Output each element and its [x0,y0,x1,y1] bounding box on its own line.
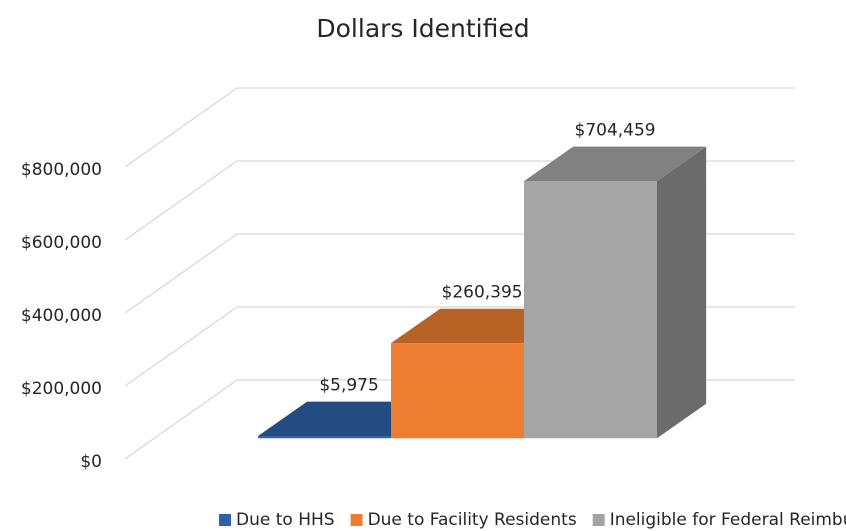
bar-front [524,181,657,439]
y-tick-label: $400,000 [21,306,102,326]
legend-swatch [592,514,605,526]
legend-swatch [219,514,231,526]
legend-label: Ineligible for Federal Reimbursement [610,510,846,530]
chart-title: Dollars Identified [316,14,529,43]
bar-top [524,146,707,182]
data-label: $260,395 [442,283,523,303]
bar-side [657,146,707,439]
data-label: $5,975 [319,376,378,396]
legend-swatch [350,514,363,526]
y-tick-label: $200,000 [21,379,102,399]
grid-line [124,87,795,168]
y-tick-label: $800,000 [21,160,102,180]
legend-label: Due to HHS [236,510,335,530]
y-tick-label: $600,000 [21,233,102,253]
data-label: $704,459 [575,121,656,141]
legend-label: Due to Facility Residents [368,510,577,530]
bar-front [258,436,391,439]
y-tick-label: $0 [80,452,102,472]
bar-front [391,343,524,439]
